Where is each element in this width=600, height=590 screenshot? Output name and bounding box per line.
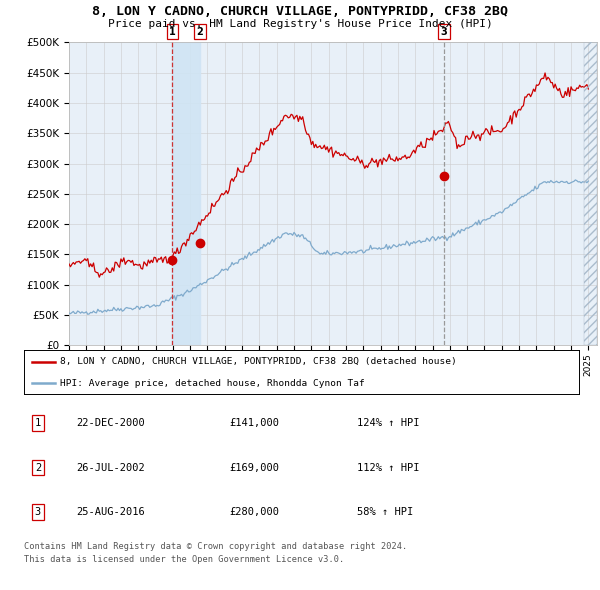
- Bar: [584, 42, 597, 345]
- Text: 22-DEC-2000: 22-DEC-2000: [77, 418, 145, 428]
- Text: HPI: Average price, detached house, Rhondda Cynon Taf: HPI: Average price, detached house, Rhon…: [60, 379, 365, 388]
- Text: 25-AUG-2016: 25-AUG-2016: [77, 507, 145, 517]
- Text: 2: 2: [196, 27, 203, 37]
- Text: This data is licensed under the Open Government Licence v3.0.: This data is licensed under the Open Gov…: [24, 555, 344, 563]
- Text: 112% ↑ HPI: 112% ↑ HPI: [357, 463, 419, 473]
- Text: £141,000: £141,000: [229, 418, 280, 428]
- Text: 26-JUL-2002: 26-JUL-2002: [77, 463, 145, 473]
- Text: 1: 1: [35, 418, 41, 428]
- Text: 8, LON Y CADNO, CHURCH VILLAGE, PONTYPRIDD, CF38 2BQ (detached house): 8, LON Y CADNO, CHURCH VILLAGE, PONTYPRI…: [60, 358, 457, 366]
- Text: £169,000: £169,000: [229, 463, 280, 473]
- Text: Price paid vs. HM Land Registry's House Price Index (HPI): Price paid vs. HM Land Registry's House …: [107, 19, 493, 29]
- Text: 8, LON Y CADNO, CHURCH VILLAGE, PONTYPRIDD, CF38 2BQ: 8, LON Y CADNO, CHURCH VILLAGE, PONTYPRI…: [92, 5, 508, 18]
- Text: 58% ↑ HPI: 58% ↑ HPI: [357, 507, 413, 517]
- Text: 124% ↑ HPI: 124% ↑ HPI: [357, 418, 419, 428]
- Text: 3: 3: [440, 27, 447, 37]
- Text: Contains HM Land Registry data © Crown copyright and database right 2024.: Contains HM Land Registry data © Crown c…: [24, 542, 407, 550]
- Bar: [172, 42, 200, 345]
- Text: 1: 1: [169, 27, 176, 37]
- Text: 3: 3: [35, 507, 41, 517]
- Text: 2: 2: [35, 463, 41, 473]
- Text: £280,000: £280,000: [229, 507, 280, 517]
